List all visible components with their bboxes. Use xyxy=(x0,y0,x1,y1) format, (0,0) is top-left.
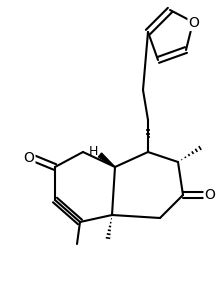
Polygon shape xyxy=(98,153,115,167)
Text: O: O xyxy=(189,16,199,30)
Text: O: O xyxy=(24,151,34,165)
Text: H: H xyxy=(88,144,98,158)
Text: O: O xyxy=(205,188,215,202)
